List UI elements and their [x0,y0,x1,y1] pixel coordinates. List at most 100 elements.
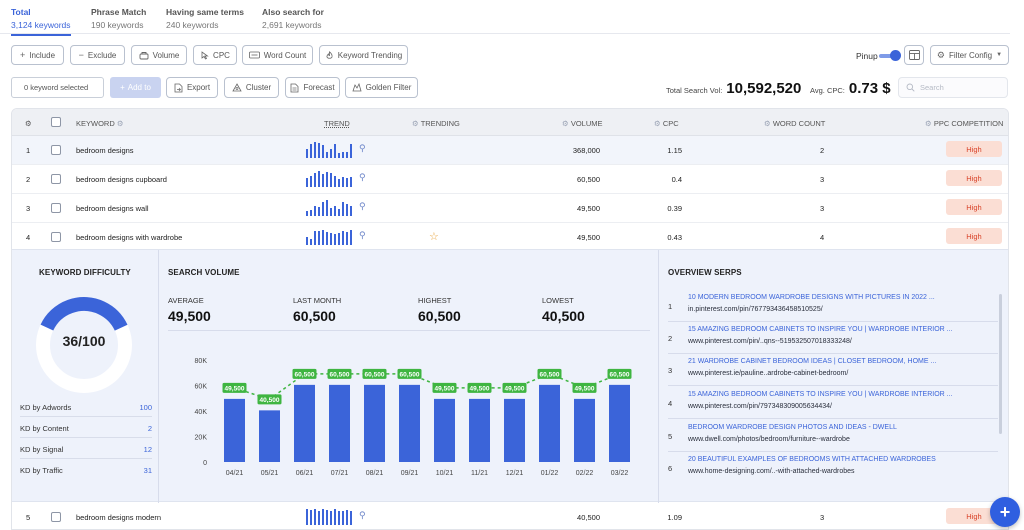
tab-total-label: Total [11,7,31,17]
chart-bar [294,384,315,462]
trending-header[interactable]: ⚙ TRENDING [412,119,460,128]
row-keyword[interactable]: bedroom designs [76,146,134,155]
table-row[interactable]: 4 bedroom designs with wardrobe ⚲ ☆ 49,5… [12,223,1008,252]
cluster-button[interactable]: Cluster [224,77,279,98]
row-checkbox[interactable] [51,203,61,213]
search-input[interactable]: Search [898,77,1008,98]
volume-button[interactable]: Volume [131,45,187,65]
tab-having-same-terms[interactable]: Having same terms 240 keywords [166,7,244,30]
magnifier-icon[interactable]: ⚲ [359,201,366,211]
serp-item[interactable]: 5 BEDROOM WARDROBE DESIGN PHOTOS AND IDE… [668,420,998,452]
serp-url[interactable]: www.dwell.com/photos/bedroom/furniture--… [688,436,850,443]
row-checkbox[interactable] [51,145,61,155]
sparkline-bar [350,511,352,525]
forecast-button[interactable]: Forecast [285,77,340,98]
word-count-header[interactable]: ⚙ WORD COUNT [764,119,825,128]
volume-header[interactable]: ⚙ VOLUME [562,119,603,128]
serp-item[interactable]: 1 10 MODERN BEDROOM WARDROBE DESIGNS WIT… [668,290,998,322]
exclude-button[interactable]: − Exclude [70,45,125,65]
table-row[interactable]: 2 bedroom designs cupboard ⚲ 60,500 0.4 … [12,165,1008,194]
sparkline-bar [330,511,332,525]
settings-header-icon[interactable]: ⚙ [25,119,32,128]
forecast-icon [291,83,299,92]
include-button[interactable]: + Include [11,45,64,65]
kd-row-value: 12 [143,445,152,454]
y-tick-label: 80K [195,358,208,365]
serp-title[interactable]: 21 WARDROBE CABINET BEDROOM IDEAS | CLOS… [688,358,937,365]
keyword-trending-button[interactable]: Keyword Trending [319,45,408,65]
serp-item[interactable]: 4 15 AMAZING BEDROOM CABINETS TO INSPIRE… [668,387,998,419]
serp-url[interactable]: www.home-designing.com/..-with-attached-… [688,468,855,475]
columns-button[interactable] [904,45,924,65]
star-icon[interactable]: ☆ [429,231,439,243]
kd-row-label: KD by Signal [20,445,64,454]
kd-row-value: 31 [143,466,152,475]
trend-header[interactable]: TREND [324,119,350,128]
average-cpc: Avg. CPC: 0.73 $ [810,80,891,97]
row-keyword[interactable]: bedroom designs modern [76,513,162,522]
x-tick-label: 11/21 [471,470,488,477]
minus-icon: − [78,50,84,60]
magnifier-icon[interactable]: ⚲ [359,230,366,240]
ppc-competition-header[interactable]: ⚙ PPC COMPETITION [925,119,1003,128]
keyword-header[interactable]: KEYWORD ⚙ [76,119,124,128]
serp-title[interactable]: 10 MODERN BEDROOM WARDROBE DESIGNS WITH … [688,294,935,301]
sparkline-bar [310,510,312,525]
cpc-button[interactable]: CPC [193,45,237,65]
table-row[interactable]: 1 bedroom designs ⚲ 368,000 1.15 2 High [12,136,1008,165]
row-checkbox[interactable] [51,174,61,184]
row-keyword[interactable]: bedroom designs wall [76,204,149,213]
add-to-button[interactable]: + Add to [110,77,161,98]
search-volume-title: SEARCH VOLUME [168,268,240,277]
add-fab-button[interactable]: + [990,497,1020,527]
trending-settings-icon: ⚙ [412,119,419,128]
select-all-checkbox[interactable] [51,117,61,127]
y-tick-label: 0 [203,460,207,467]
serp-item[interactable]: 3 21 WARDROBE CABINET BEDROOM IDEAS | CL… [668,354,998,386]
magnifier-icon[interactable]: ⚲ [359,172,366,182]
golden-filter-button[interactable]: Golden Filter [345,77,418,98]
tab-phrase-match[interactable]: Phrase Match 190 keywords [91,7,146,30]
filter-config-button[interactable]: ⚙ Filter Config ▼ [930,45,1009,65]
magnifier-icon[interactable]: ⚲ [359,510,366,520]
volume-settings-icon: ⚙ [562,119,569,128]
serp-url[interactable]: www.pinterest.com/pin/..qns--51953250701… [688,338,852,345]
serp-url[interactable]: www.pinterest.ie/pauline..ardrobe-cabine… [688,370,849,377]
row-checkbox[interactable] [51,512,61,522]
cluster-label: Cluster [245,83,272,92]
keyword-difficulty-gauge [36,297,132,393]
serp-url[interactable]: in.pinterest.com/pin/767793436458510525/ [688,306,823,313]
x-tick-label: 04/21 [226,470,244,477]
row-checkbox[interactable] [51,232,61,242]
row-ppc-badge: High [946,199,1002,215]
panel-divider [658,250,659,503]
overview-serps-title: OVERVIEW SERPS [668,268,742,277]
serp-title[interactable]: 15 AMAZING BEDROOM CABINETS TO INSPIRE Y… [688,391,953,398]
pinup-toggle[interactable] [879,50,901,61]
row-keyword[interactable]: bedroom designs cupboard [76,175,167,184]
data-label: 49,500 [470,385,490,392]
word-count-button[interactable]: Word Count [242,45,313,65]
sparkline-bar [342,177,344,187]
serp-title[interactable]: BEDROOM WARDROBE DESIGN PHOTOS AND IDEAS… [688,424,897,431]
sparkline-bar [338,233,340,245]
serp-url[interactable]: www.pinterest.com/pin/797348309005634434… [688,403,832,410]
export-icon [174,83,183,92]
row-keyword[interactable]: bedroom designs with wardrobe [76,233,183,242]
sparkline-bar [342,231,344,245]
cpc-header[interactable]: ⚙ CPC [654,119,679,128]
serp-item[interactable]: 6 20 BEAUTIFUL EXAMPLES OF BEDROOMS WITH… [668,452,998,484]
tab-also-search-for[interactable]: Also search for 2,691 keywords [262,7,324,30]
tab-total[interactable]: Total 3,124 keywords [11,7,71,36]
sparkline-bar [338,153,340,158]
serp-item[interactable]: 2 15 AMAZING BEDROOM CABINETS TO INSPIRE… [668,322,998,354]
serp-title[interactable]: 20 BEAUTIFUL EXAMPLES OF BEDROOMS WITH A… [688,456,936,463]
table-row[interactable]: 3 bedroom designs wall ⚲ 49,500 0.39 3 H… [12,194,1008,223]
magnifier-icon[interactable]: ⚲ [359,143,366,153]
export-button[interactable]: Export [166,77,218,98]
serp-title[interactable]: 15 AMAZING BEDROOM CABINETS TO INSPIRE Y… [688,326,953,333]
table-row[interactable]: 5 bedroom designs modern ⚲ 40,500 1.09 3… [12,503,1008,529]
serps-scrollbar[interactable] [999,294,1002,434]
row-word-count: 3 [820,513,825,522]
sparkline-bar [326,200,328,216]
